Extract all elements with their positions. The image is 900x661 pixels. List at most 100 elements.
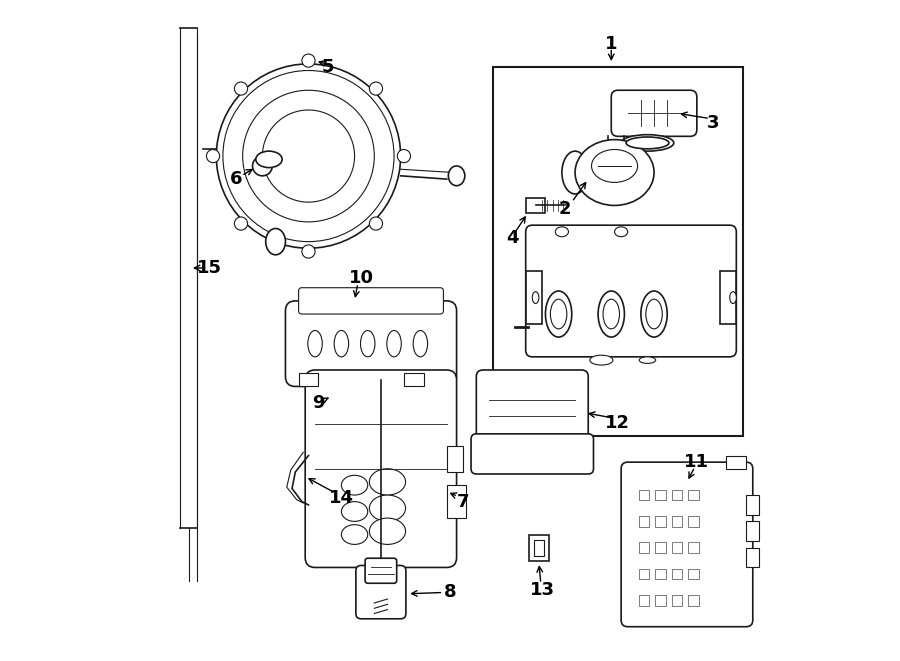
Text: 9: 9	[312, 394, 325, 412]
Ellipse shape	[562, 151, 589, 194]
Bar	[655, 595, 666, 605]
Bar	[726, 455, 746, 469]
Bar	[688, 490, 698, 500]
Text: 3: 3	[707, 114, 719, 132]
FancyBboxPatch shape	[471, 434, 593, 474]
Ellipse shape	[361, 330, 375, 357]
Bar	[639, 568, 650, 579]
Text: 15: 15	[197, 259, 222, 277]
Bar	[688, 543, 698, 553]
Bar	[688, 516, 698, 527]
Text: 6: 6	[230, 170, 242, 188]
Ellipse shape	[591, 149, 637, 182]
Ellipse shape	[532, 292, 539, 303]
FancyBboxPatch shape	[526, 225, 736, 357]
Circle shape	[243, 91, 374, 222]
Bar	[688, 595, 698, 605]
Circle shape	[206, 149, 220, 163]
Ellipse shape	[387, 330, 401, 357]
Bar	[526, 198, 545, 214]
Text: 10: 10	[348, 269, 374, 287]
Bar	[671, 516, 682, 527]
Circle shape	[302, 245, 315, 258]
Ellipse shape	[639, 357, 656, 364]
Bar	[671, 568, 682, 579]
Text: 12: 12	[606, 414, 630, 432]
Ellipse shape	[334, 330, 348, 357]
Ellipse shape	[575, 139, 654, 206]
Ellipse shape	[369, 469, 406, 495]
Bar	[639, 516, 650, 527]
Bar	[529, 535, 549, 561]
Bar	[746, 522, 760, 541]
FancyBboxPatch shape	[476, 370, 589, 449]
FancyBboxPatch shape	[285, 301, 456, 387]
Bar	[720, 271, 736, 324]
Bar	[746, 495, 760, 515]
FancyBboxPatch shape	[299, 288, 444, 314]
Ellipse shape	[266, 229, 285, 254]
Circle shape	[369, 217, 382, 230]
Text: 1: 1	[605, 34, 617, 52]
Ellipse shape	[621, 135, 674, 151]
Ellipse shape	[641, 291, 667, 337]
Ellipse shape	[341, 525, 368, 545]
FancyBboxPatch shape	[621, 462, 752, 627]
Bar	[671, 490, 682, 500]
Ellipse shape	[369, 518, 406, 545]
FancyBboxPatch shape	[305, 370, 456, 567]
Bar	[534, 540, 544, 556]
Text: 11: 11	[684, 453, 709, 471]
Bar	[639, 543, 650, 553]
Circle shape	[223, 71, 394, 242]
Bar	[639, 595, 650, 605]
Ellipse shape	[598, 291, 625, 337]
Bar	[446, 485, 466, 518]
Ellipse shape	[603, 299, 619, 329]
Bar	[639, 490, 650, 500]
Ellipse shape	[413, 330, 428, 357]
Circle shape	[369, 82, 382, 95]
Bar	[404, 373, 424, 387]
Bar	[655, 516, 666, 527]
FancyBboxPatch shape	[611, 91, 697, 136]
Bar	[493, 67, 742, 436]
Ellipse shape	[308, 330, 322, 357]
Bar	[655, 568, 666, 579]
Circle shape	[263, 110, 355, 202]
Bar	[671, 595, 682, 605]
Ellipse shape	[555, 227, 569, 237]
Ellipse shape	[341, 502, 368, 522]
Ellipse shape	[545, 291, 572, 337]
Ellipse shape	[551, 299, 567, 329]
Circle shape	[253, 156, 273, 176]
Ellipse shape	[341, 475, 368, 495]
Ellipse shape	[626, 137, 669, 149]
Circle shape	[397, 149, 410, 163]
Text: 4: 4	[507, 229, 518, 247]
Bar	[671, 543, 682, 553]
Bar	[446, 446, 464, 472]
FancyBboxPatch shape	[356, 565, 406, 619]
Bar	[655, 543, 666, 553]
Bar	[526, 271, 542, 324]
Text: 5: 5	[322, 58, 335, 76]
Circle shape	[234, 82, 248, 95]
Text: 13: 13	[530, 582, 554, 600]
Ellipse shape	[730, 292, 736, 303]
Ellipse shape	[256, 151, 283, 168]
Text: 14: 14	[328, 489, 354, 508]
Circle shape	[216, 64, 400, 249]
Text: 8: 8	[444, 584, 456, 602]
Bar	[299, 373, 319, 387]
Ellipse shape	[369, 495, 406, 522]
Circle shape	[302, 54, 315, 67]
Ellipse shape	[615, 227, 627, 237]
Circle shape	[234, 217, 248, 230]
Text: 7: 7	[457, 492, 470, 511]
FancyBboxPatch shape	[365, 559, 397, 583]
Bar	[688, 568, 698, 579]
Ellipse shape	[448, 166, 464, 186]
Bar	[746, 548, 760, 567]
Ellipse shape	[590, 355, 613, 365]
